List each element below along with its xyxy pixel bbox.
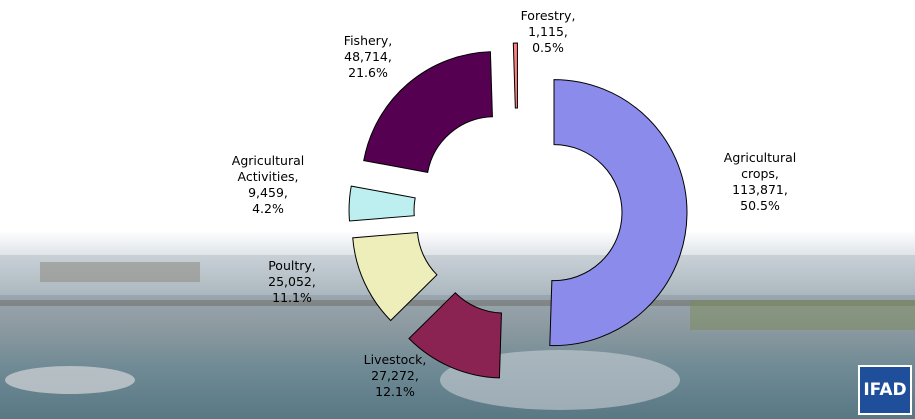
- category-label: Forestry,: [520, 8, 576, 23]
- value-label: 48,714,: [344, 49, 392, 64]
- category-label: Poultry,: [268, 258, 316, 273]
- logo: IFAD: [858, 365, 912, 415]
- percent-label: 11.1%: [272, 290, 312, 305]
- category-label: Agricultural crops,: [723, 150, 797, 181]
- value-label: 113,871,: [732, 182, 788, 197]
- slice-label: Agricultural Activities, 9,459, 4.2%: [223, 153, 313, 217]
- slice-label: Fishery, 48,714, 21.6%: [313, 33, 423, 81]
- value-label: 1,115,: [528, 24, 568, 39]
- category-label: Fishery,: [343, 33, 393, 48]
- percent-label: 4.2%: [252, 201, 284, 216]
- value-label: 9,459,: [248, 185, 288, 200]
- category-label: Agricultural Activities,: [231, 153, 305, 184]
- category-label: Livestock,: [363, 352, 427, 367]
- slice-label: Poultry, 25,052, 11.1%: [237, 258, 347, 306]
- donut-slice: [348, 185, 416, 222]
- donut-slice: [352, 232, 438, 322]
- slice-label: Agricultural crops, 113,871, 50.5%: [715, 150, 805, 214]
- percent-label: 12.1%: [375, 384, 415, 399]
- percent-label: 0.5%: [532, 40, 564, 55]
- percent-label: 50.5%: [740, 198, 780, 213]
- donut-slice: [512, 42, 518, 109]
- value-label: 27,272,: [371, 368, 419, 383]
- percent-label: 21.6%: [348, 65, 388, 80]
- donut-slice: [408, 292, 502, 379]
- slice-label: Livestock, 27,272, 12.1%: [340, 352, 450, 400]
- donut-slice: [549, 79, 688, 347]
- value-label: 25,052,: [268, 274, 316, 289]
- donut-slice: [363, 51, 493, 173]
- slice-label: Forestry, 1,115, 0.5%: [493, 8, 603, 56]
